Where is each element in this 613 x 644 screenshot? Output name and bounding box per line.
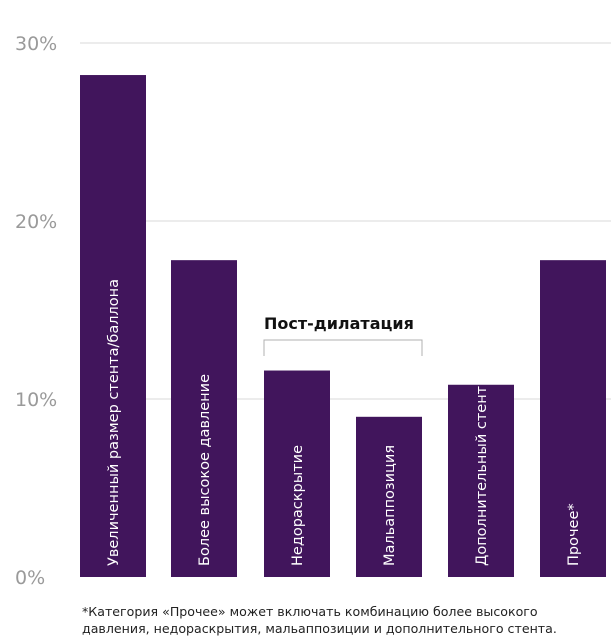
bars <box>80 75 606 577</box>
y-tick-label: 10% <box>15 389 57 411</box>
bar <box>80 75 146 577</box>
y-tick-label: 20% <box>15 211 57 233</box>
bar-label: Мальаппозиция <box>382 445 398 566</box>
bar-label: Увеличенный размер стента/баллона <box>106 279 122 566</box>
y-tick-label: 30% <box>15 33 57 55</box>
bar <box>448 384 514 577</box>
bar-label: Дополнительный стент <box>474 385 490 566</box>
bar-label: Недораскрытие <box>290 445 306 566</box>
bar-chart: 0% 10% 20% 30% Увеличенный размер стента/ба… <box>15 33 611 589</box>
group-bracket <box>263 339 423 356</box>
footnote: *Категория «Прочее» может включать комби… <box>82 604 557 636</box>
y-tick-label: 0% <box>15 567 45 589</box>
bar-label: Прочее* <box>566 503 582 566</box>
bar <box>264 370 330 577</box>
bar-labels: Увеличенный размер стента/баллона Более в… <box>106 279 582 566</box>
gridlines <box>80 42 611 400</box>
group-label: Пост-дилатация <box>264 314 414 333</box>
bar <box>540 260 606 577</box>
bar <box>171 260 237 577</box>
bar <box>356 416 422 577</box>
bar-label: Более высокое давление <box>197 374 213 566</box>
y-axis-ticks: 0% 10% 20% 30% <box>15 33 57 589</box>
group-annotation: Пост-дилатация <box>263 314 423 356</box>
